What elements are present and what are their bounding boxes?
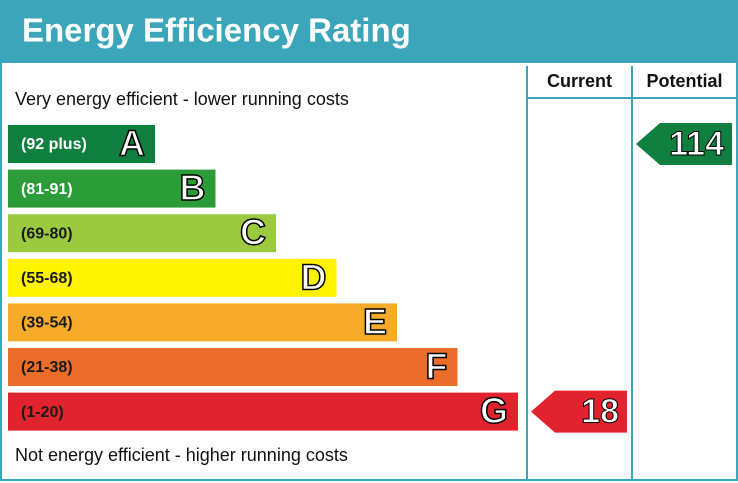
band-range: (92 plus) bbox=[21, 136, 87, 153]
band-range: (81-91) bbox=[21, 181, 73, 198]
band-letter: D bbox=[301, 256, 327, 297]
band-bar bbox=[8, 258, 337, 297]
band-range: (21-38) bbox=[21, 359, 73, 376]
band-bar bbox=[8, 392, 518, 431]
band-bar bbox=[8, 348, 458, 386]
band-letter: G bbox=[480, 390, 508, 431]
band-letter: F bbox=[426, 346, 448, 387]
band-range: (1-20) bbox=[21, 404, 64, 421]
frame bbox=[0, 61, 738, 481]
band-letter: C bbox=[240, 212, 266, 253]
band-bar bbox=[8, 125, 155, 163]
chart-title: Energy Efficiency Rating bbox=[22, 12, 411, 49]
rating-arrow bbox=[531, 390, 627, 433]
band-bar bbox=[8, 169, 216, 208]
rating-value: 114 bbox=[669, 125, 724, 163]
band-letter: A bbox=[119, 123, 145, 164]
band-letter: B bbox=[180, 167, 206, 208]
band-range: (55-68) bbox=[21, 270, 73, 287]
band-range: (69-80) bbox=[21, 225, 73, 242]
title-bar bbox=[0, 0, 738, 62]
band-letter: E bbox=[363, 301, 387, 342]
rating-arrow bbox=[636, 123, 732, 165]
band-bar bbox=[8, 303, 397, 342]
bottom-label: Not energy efficient - higher running co… bbox=[15, 445, 348, 465]
rating-value: 18 bbox=[581, 393, 619, 431]
column-header: Potential bbox=[646, 71, 722, 91]
band-bar bbox=[8, 214, 276, 253]
top-label: Very energy efficient - lower running co… bbox=[15, 89, 349, 109]
band-range: (39-54) bbox=[21, 315, 73, 332]
column-header: Current bbox=[547, 71, 612, 91]
